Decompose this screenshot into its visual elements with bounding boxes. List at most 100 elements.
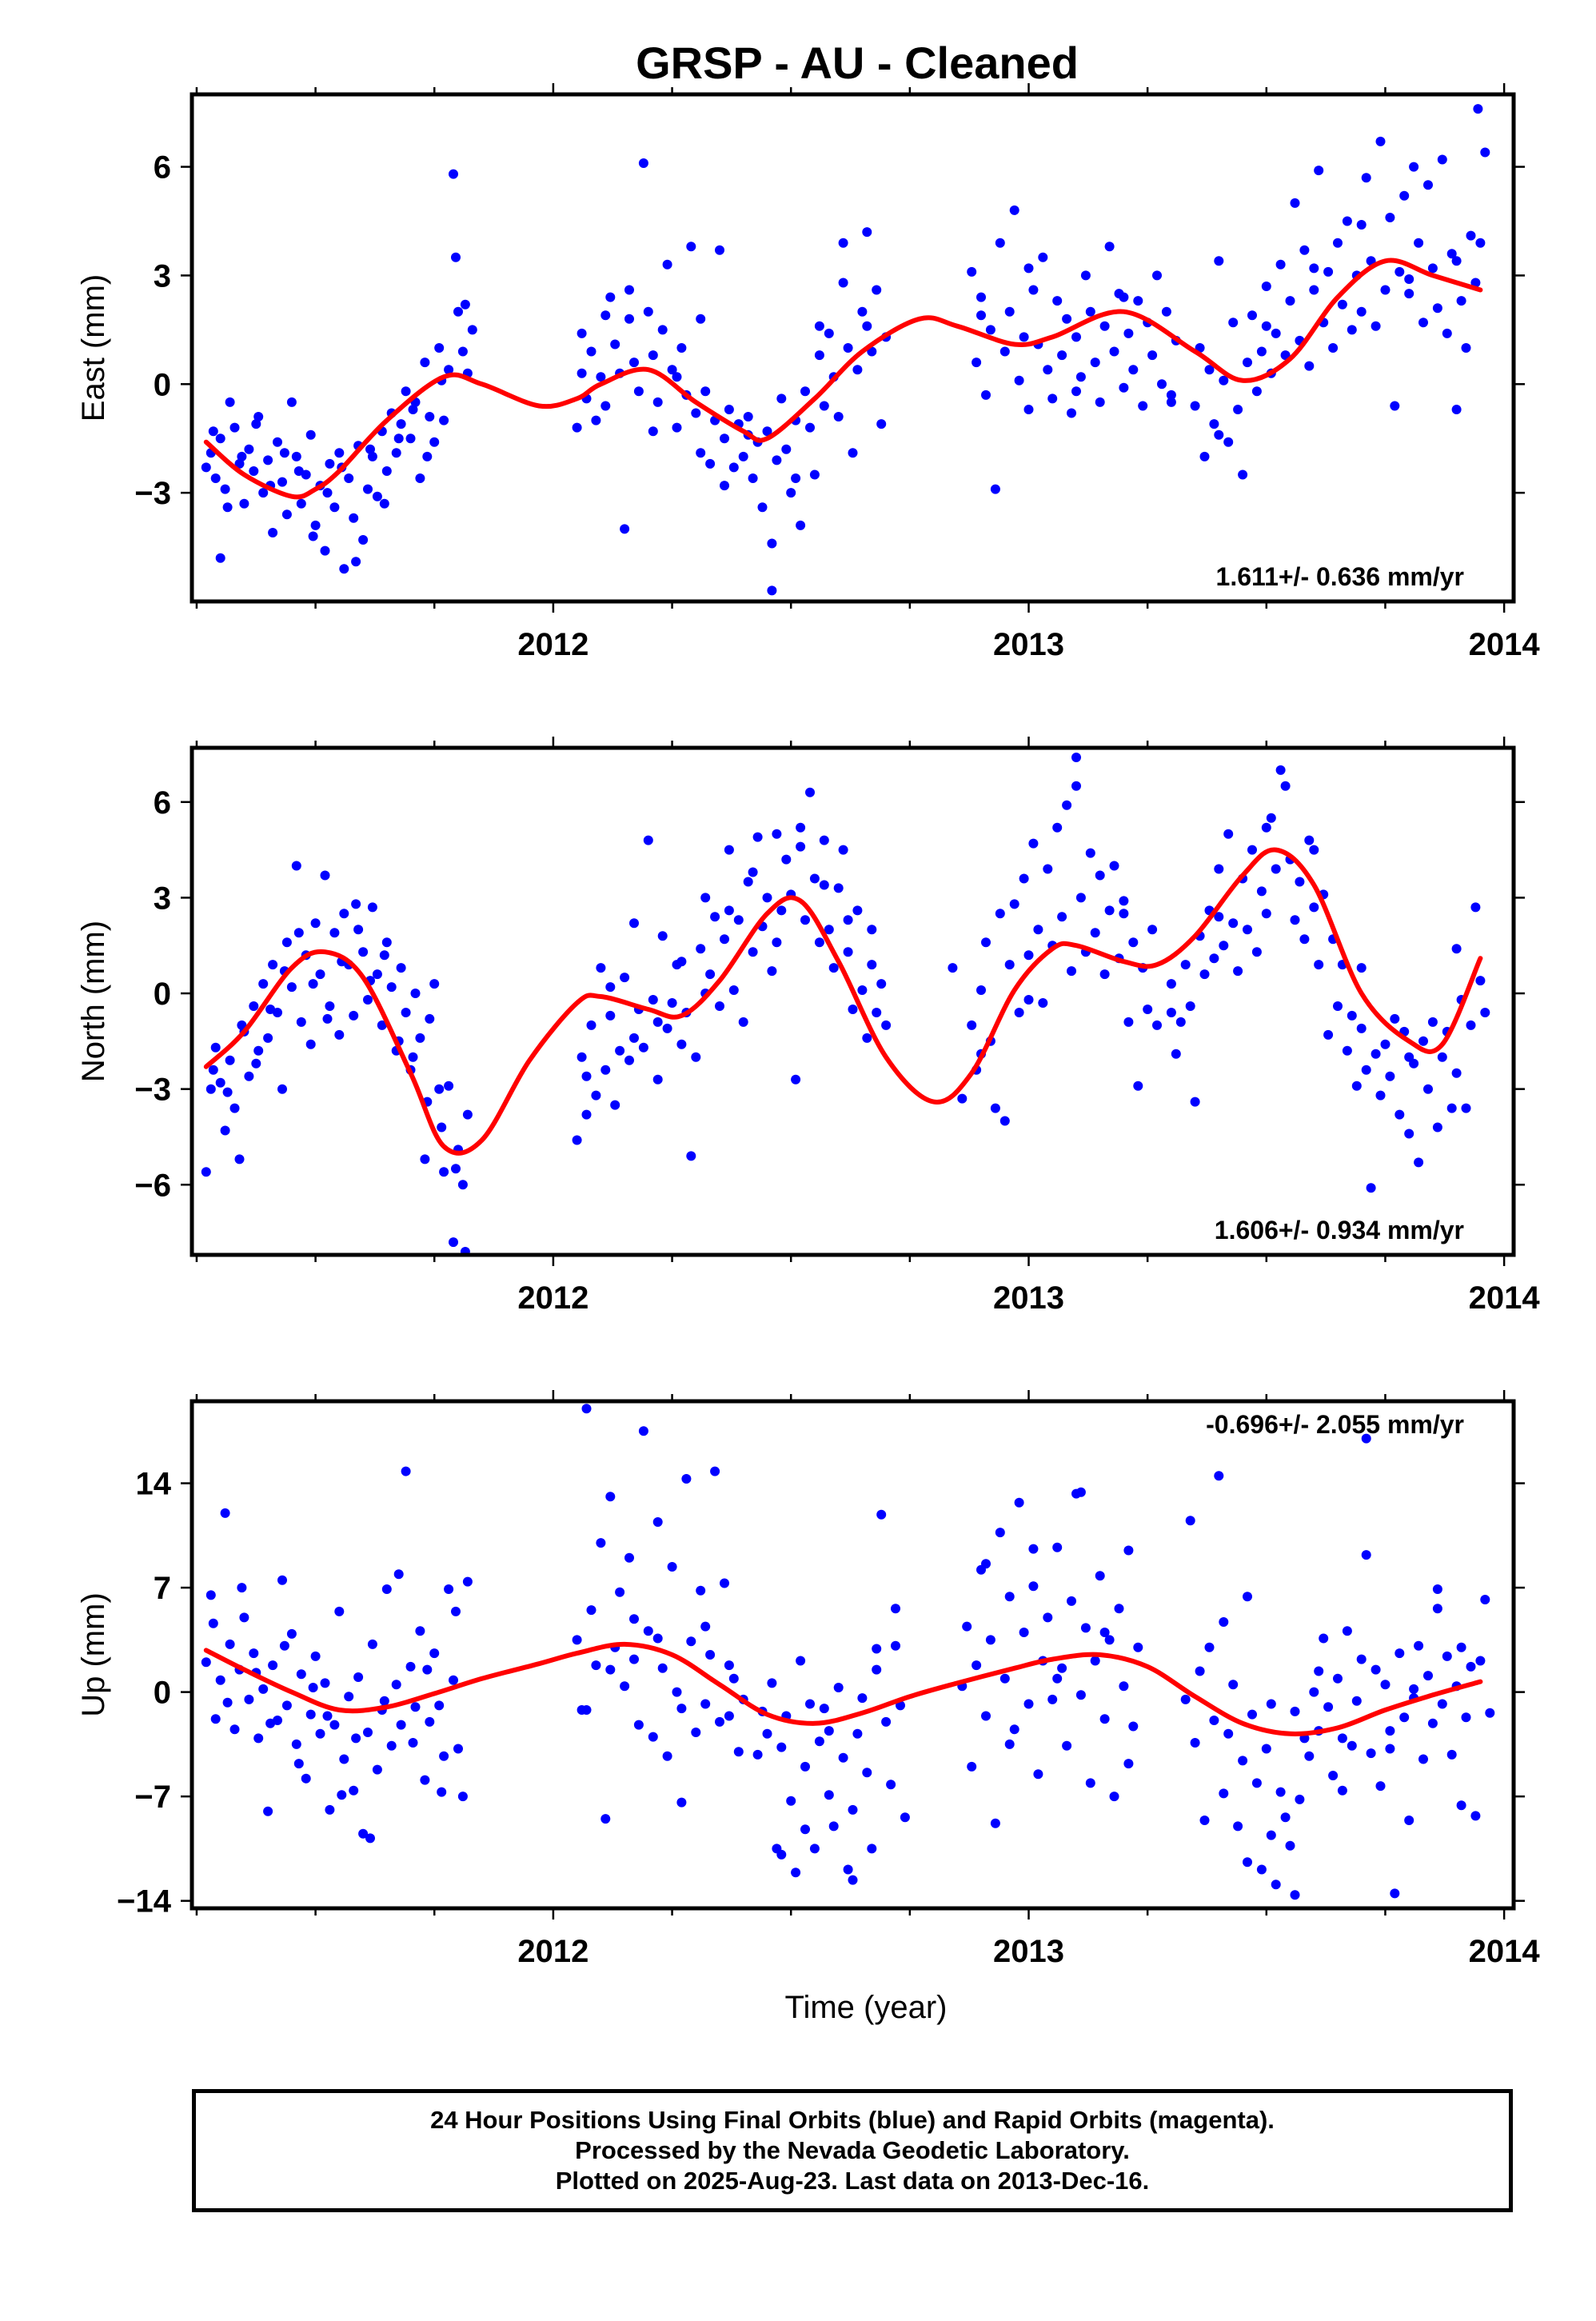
- east-data-point: [1356, 220, 1367, 230]
- east-data-point: [225, 397, 235, 407]
- up-data-point: [1266, 1699, 1276, 1709]
- up-data-point: [310, 1651, 321, 1661]
- north-data-point: [449, 1237, 458, 1248]
- east-data-point: [633, 386, 644, 397]
- north-data-point: [251, 1058, 261, 1069]
- up-data-point: [1190, 1738, 1200, 1748]
- east-rate-label: 1.611+/- 0.636 mm/yr: [1216, 562, 1464, 591]
- north-data-point: [308, 979, 318, 989]
- up-data-point: [705, 1650, 716, 1660]
- east-data-point: [848, 448, 858, 458]
- north-data-point: [715, 1001, 724, 1011]
- up-data-point: [279, 1640, 289, 1651]
- up-data-point: [1223, 1728, 1234, 1739]
- up-data-point: [1180, 1694, 1191, 1704]
- east-data-point: [379, 498, 389, 509]
- east-data-point: [1157, 379, 1167, 389]
- up-data-point: [434, 1700, 445, 1711]
- east-data-point: [1423, 180, 1433, 190]
- east-data-point: [273, 437, 282, 447]
- east-data-point: [396, 419, 406, 429]
- up-data-point: [891, 1604, 900, 1614]
- north-data-point: [1099, 969, 1110, 980]
- up-data-point: [1238, 1756, 1248, 1766]
- east-data-point: [995, 238, 1005, 248]
- up-data-point: [1290, 1890, 1300, 1900]
- x-axis-label: Time (year): [785, 1990, 948, 2025]
- north-data-point: [1432, 1122, 1442, 1133]
- east-data-point: [624, 285, 634, 295]
- up-fit-line: [203, 1641, 1483, 1736]
- east-data-point: [372, 491, 382, 501]
- up-data-point: [1470, 1811, 1481, 1821]
- east-data-point: [222, 502, 233, 513]
- up-data-point: [422, 1664, 433, 1675]
- east-data-point: [1290, 198, 1300, 208]
- up-data-point: [1062, 1740, 1072, 1751]
- up-data-point: [629, 1654, 639, 1664]
- north-panel: 2012 2013 2014 −6 −3 0 3 6 North (mm) 1.606+/- 0.…: [76, 737, 1540, 1316]
- north-data-point: [981, 937, 991, 948]
- east-data-point: [572, 422, 582, 433]
- east-data-point: [405, 433, 416, 444]
- north-data-point: [629, 918, 639, 929]
- east-data-point: [786, 488, 796, 498]
- east-data-point: [322, 488, 333, 498]
- east-data-point: [1090, 358, 1100, 368]
- north-data-point: [805, 787, 815, 797]
- north-data-point: [724, 845, 734, 855]
- north-data-point: [852, 905, 863, 916]
- east-data-point: [1418, 318, 1428, 328]
- up-data-point: [572, 1635, 582, 1645]
- up-data-point: [805, 1699, 815, 1709]
- east-data-point: [1347, 325, 1357, 335]
- north-data-point: [743, 877, 753, 887]
- north-data-point: [605, 1010, 616, 1021]
- north-data-point: [995, 909, 1005, 919]
- up-data-point: [710, 1466, 720, 1476]
- north-data-point: [1314, 960, 1324, 970]
- east-data-point: [429, 437, 440, 447]
- up-data-point: [1456, 1642, 1466, 1652]
- east-data-point: [838, 278, 848, 288]
- east-data-point: [1057, 350, 1067, 361]
- east-data-point: [305, 429, 316, 440]
- east-data-point: [258, 488, 269, 498]
- north-data-point: [386, 982, 397, 993]
- east-data-point: [1062, 314, 1072, 324]
- up-data-point: [1128, 1721, 1139, 1732]
- north-data-point: [201, 1167, 211, 1177]
- north-data-point: [1480, 1008, 1490, 1017]
- north-rate-label: 1.606+/- 0.934 mm/yr: [1215, 1216, 1464, 1244]
- north-data-point: [1375, 1090, 1386, 1101]
- up-data-point: [1109, 1792, 1119, 1802]
- north-data-point: [1166, 979, 1176, 989]
- east-data-point: [667, 365, 677, 375]
- up-data-point: [629, 1614, 639, 1624]
- east-data-point: [1228, 318, 1239, 328]
- east-data-point: [1342, 216, 1352, 226]
- up-data-point: [662, 1751, 672, 1761]
- east-data-point: [805, 422, 815, 433]
- up-y-tick-label: 7: [154, 1571, 171, 1606]
- north-data-point: [1123, 1017, 1134, 1027]
- north-data-point: [205, 1084, 216, 1094]
- east-data-point: [748, 473, 758, 483]
- north-data-point: [210, 1042, 221, 1053]
- north-y-tick-label: −3: [134, 1073, 171, 1108]
- up-data-point: [429, 1648, 440, 1659]
- east-data-point: [838, 238, 848, 248]
- up-data-point: [1361, 1550, 1371, 1560]
- north-data-point: [1470, 902, 1481, 913]
- up-data-point: [1356, 1654, 1367, 1664]
- up-data-point: [386, 1740, 397, 1751]
- east-data-point: [1204, 365, 1215, 375]
- up-data-point: [1247, 1709, 1257, 1720]
- north-data-point: [1395, 1109, 1405, 1120]
- up-x-tick-label: 2013: [993, 1934, 1064, 1969]
- north-data-point: [1385, 1071, 1395, 1081]
- north-data-point: [1023, 950, 1034, 961]
- north-data-point: [325, 1001, 335, 1011]
- east-data-point: [648, 350, 658, 361]
- east-data-point: [1333, 238, 1343, 248]
